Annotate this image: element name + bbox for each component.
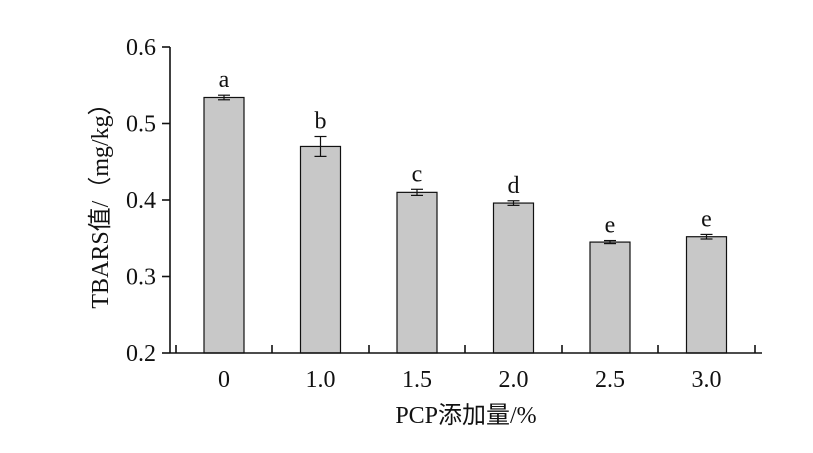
x-tick-label-0: 0 bbox=[218, 367, 230, 393]
x-tick-label-1: 1.0 bbox=[306, 367, 336, 393]
y-tick-label-3: 0.5 bbox=[126, 112, 156, 138]
significance-label-2: c bbox=[412, 161, 423, 187]
y-axis-title: TBARS值/（mg/kg） bbox=[87, 91, 114, 308]
bar-5 bbox=[685, 236, 728, 354]
y-tick-label-0: 0.2 bbox=[126, 341, 156, 367]
error-bars-layer bbox=[218, 94, 713, 245]
x-tick-label-5: 3.0 bbox=[692, 367, 722, 393]
y-tick-label-4: 0.6 bbox=[126, 35, 156, 61]
significance-label-4: e bbox=[605, 213, 616, 239]
x-tick-label-2: 1.5 bbox=[402, 367, 432, 393]
y-tick-label-1: 0.3 bbox=[126, 265, 156, 291]
bars-layer bbox=[203, 96, 728, 354]
x-ticks-layer: 0 1.0 1.5 2.0 2.5 3.0 bbox=[175, 345, 756, 393]
error-bar-5 bbox=[700, 233, 713, 240]
significance-label-3: d bbox=[508, 173, 520, 199]
bar-1 bbox=[299, 145, 342, 354]
y-ticks-layer: 0.2 0.3 0.4 0.5 0.6 bbox=[126, 35, 170, 367]
x-tick-label-3: 2.0 bbox=[499, 367, 529, 393]
error-bar-1 bbox=[314, 135, 327, 157]
error-bar-0 bbox=[218, 94, 230, 101]
error-bar-2 bbox=[411, 188, 423, 197]
significance-labels-layer: a b c d e e bbox=[219, 67, 712, 238]
bar-4 bbox=[589, 241, 631, 354]
x-axis-title: PCP添加量/% bbox=[395, 402, 536, 429]
x-tick-label-4: 2.5 bbox=[595, 367, 625, 393]
significance-label-0: a bbox=[219, 67, 230, 93]
axes-layer bbox=[169, 47, 762, 354]
bar-2 bbox=[396, 191, 438, 354]
significance-label-5: e bbox=[701, 206, 712, 232]
y-tick-label-2: 0.4 bbox=[126, 188, 156, 214]
error-bar-3 bbox=[507, 200, 520, 206]
error-bar-4 bbox=[604, 239, 616, 245]
bar-0 bbox=[203, 96, 245, 354]
bar-3 bbox=[492, 202, 535, 354]
significance-label-1: b bbox=[315, 109, 327, 135]
